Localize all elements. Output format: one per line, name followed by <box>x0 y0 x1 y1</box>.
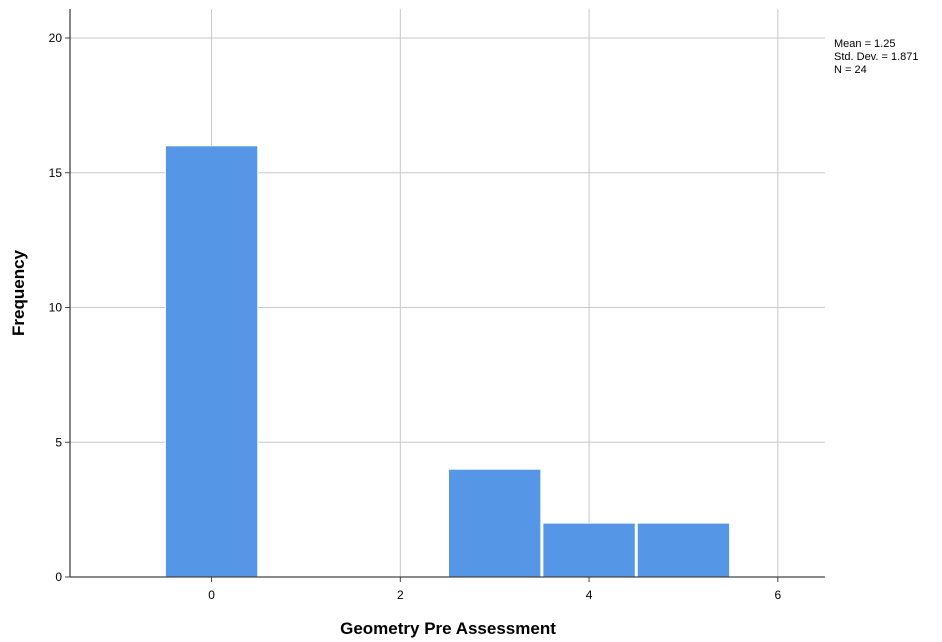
x-tick-label-6: 6 <box>774 588 781 602</box>
x-axis-title: Geometry Pre Assessment <box>340 619 556 638</box>
statistics-box: Mean = 1.25 Std. Dev. = 1.871 N = 24 <box>834 38 919 76</box>
y-tick-label-15: 15 <box>49 166 63 180</box>
x-tick-label-4: 4 <box>586 588 593 602</box>
x-tick-labels: 0 2 4 6 <box>208 588 781 602</box>
y-axis-title: Frequency <box>9 249 28 336</box>
stat-n: N = 24 <box>834 64 867 76</box>
y-tick-label-0: 0 <box>55 570 62 584</box>
y-tick-label-10: 10 <box>49 301 63 315</box>
histogram-bar-2 <box>448 468 542 578</box>
histogram-bar-4 <box>636 522 731 578</box>
y-tick-label-5: 5 <box>55 435 62 449</box>
y-tick-label-20: 20 <box>49 31 63 45</box>
y-tick-labels: 0 5 10 15 20 <box>49 31 63 584</box>
axes <box>65 9 825 582</box>
stat-mean: Mean = 1.25 <box>834 38 895 50</box>
bars <box>164 145 731 578</box>
histogram-bar-3 <box>542 522 636 578</box>
x-tick-label-2: 2 <box>397 588 404 602</box>
histogram-bar-1 <box>164 145 259 578</box>
stat-std-dev: Std. Dev. = 1.871 <box>834 51 919 63</box>
x-tick-label-0: 0 <box>208 588 215 602</box>
